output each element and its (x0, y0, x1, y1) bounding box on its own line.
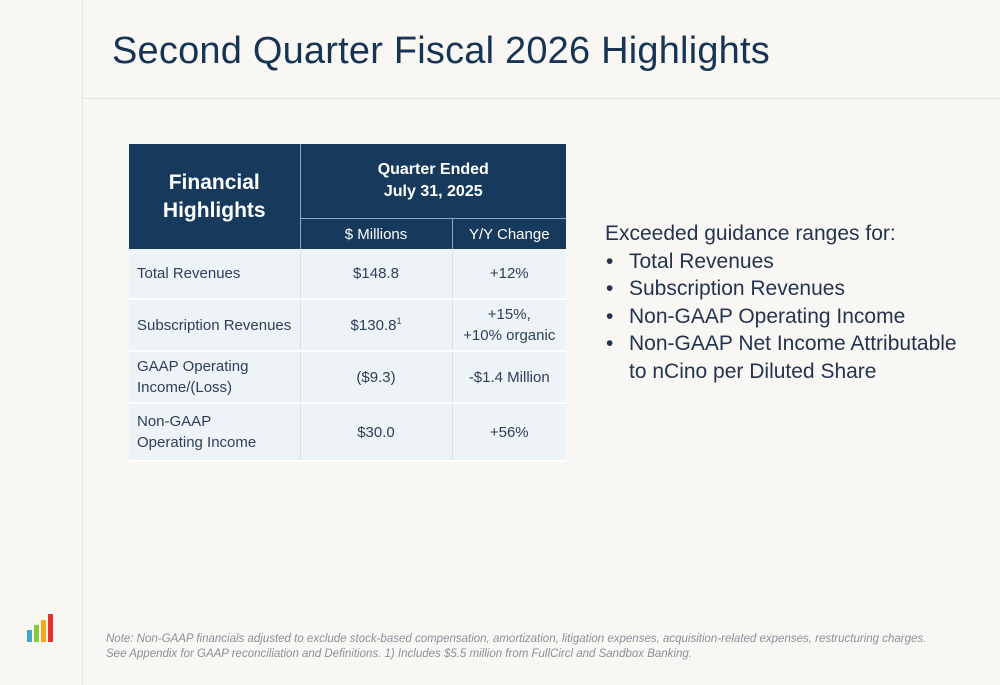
footnote-marker: 1 (396, 315, 402, 326)
table-row: Non-GAAP Operating Income $30.0 +56% (129, 403, 567, 462)
table-row: Total Revenues $148.8 +12% (129, 249, 567, 300)
table-header-quarter-ended: Quarter Ended July 31, 2025 (300, 144, 567, 219)
header-group-line1: Quarter Ended (377, 161, 489, 178)
bullet-icon: • (606, 249, 614, 273)
table-header-financial-highlights: Financial Highlights (129, 144, 301, 249)
row-change: +15%, +10% organic (451, 299, 567, 352)
row-label: Non-GAAP Operating Income (129, 403, 300, 462)
footnote-line1: Note: Non-GAAP financials adjusted to ex… (106, 633, 927, 645)
bullet-icon: • (606, 277, 614, 300)
row-change: +56% (451, 403, 567, 462)
row-value: $30.0 (299, 403, 452, 462)
guidance-list: Exceeded guidance ranges for: • Total Rev… (605, 220, 957, 385)
list-item: • Total Revenues (605, 248, 957, 276)
row-label: GAAP Operating Income/(Loss) (129, 351, 300, 404)
list-item-text: Non-GAAP Operating Income (629, 304, 906, 328)
table-header-label: Financial Highlights (162, 170, 266, 222)
column-header-millions: $ Millions (300, 218, 453, 249)
list-item: • Subscription Revenues (605, 275, 957, 303)
footnote-line2: See Appendix for GAAP reconciliation and… (106, 648, 692, 660)
list-item: • Non-GAAP Net Income Attributable (605, 330, 957, 358)
footnote: Note: Non-GAAP financials adjusted to ex… (106, 632, 986, 662)
row-value: ($9.3) (299, 351, 452, 404)
list-item-text: Total Revenues (629, 249, 774, 273)
row-value-text: $130.8 (350, 316, 397, 334)
logo-bar (27, 630, 32, 642)
list-item-text: Non-GAAP Net Income Attributable (629, 332, 957, 355)
guidance-intro: Exceeded guidance ranges for: (605, 222, 896, 245)
row-label-line2: Income/(Loss) (137, 379, 233, 396)
row-value: $130.81 (299, 299, 452, 352)
row-label-line1: GAAP Operating (137, 358, 249, 375)
title-divider (82, 98, 1000, 99)
bullet-icon: • (606, 332, 614, 355)
row-change: -$1.4 Million (451, 351, 567, 404)
header-group-line2: July 31, 2025 (383, 183, 483, 200)
row-change-line1: +15%, (487, 306, 531, 323)
bar-chart-logo-icon (27, 614, 57, 642)
table-row: Subscription Revenues $130.81 +15%, +10%… (129, 299, 567, 352)
row-label: Subscription Revenues (129, 299, 300, 352)
list-item-text: to nCino per Diluted Share (629, 359, 877, 383)
left-divider (82, 0, 83, 685)
list-item: • Non-GAAP Operating Income (605, 303, 957, 331)
row-value: $148.8 (299, 249, 452, 300)
row-change: +12% (451, 249, 567, 300)
column-header-yy-change: Y/Y Change (452, 218, 567, 249)
list-item-text: Subscription Revenues (629, 277, 845, 300)
bullet-icon: • (606, 304, 614, 328)
row-change-line2: +10% organic (463, 327, 556, 344)
row-label-line2: Operating Income (137, 434, 257, 451)
financial-highlights-table: Financial Highlights Quarter Ended July … (129, 144, 567, 462)
page-title: Second Quarter Fiscal 2026 Highlights (112, 30, 770, 72)
logo-bar (48, 614, 53, 642)
logo-bar (41, 620, 46, 642)
row-label-line1: Non-GAAP (137, 413, 212, 430)
row-label: Total Revenues (129, 249, 300, 300)
table-row: GAAP Operating Income/(Loss) ($9.3) -$1.… (129, 351, 567, 404)
logo-bar (34, 625, 39, 642)
list-item-continuation: to nCino per Diluted Share (605, 358, 957, 386)
